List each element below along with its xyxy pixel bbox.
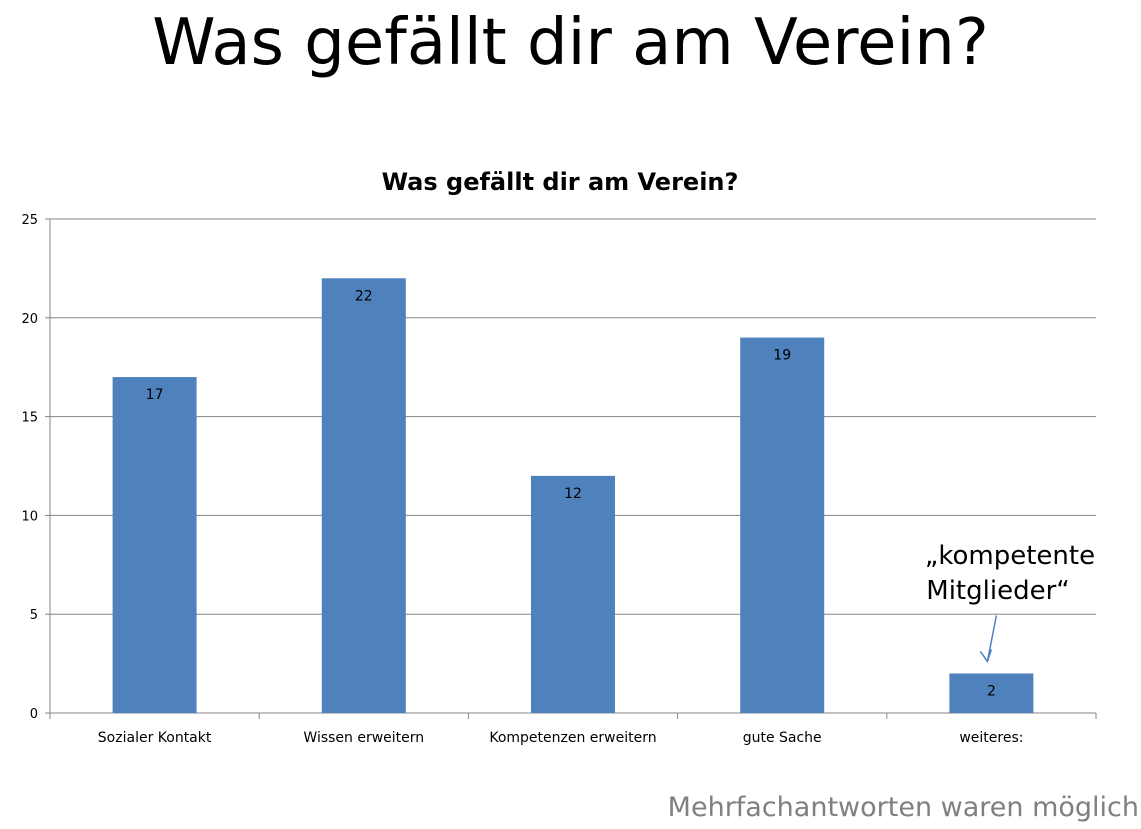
annotation-line-1: „kompetente [925, 541, 1095, 571]
category-label: Sozialer Kontakt [98, 730, 212, 746]
footnote: Mehrfachantworten waren möglich [667, 792, 1139, 823]
category-label: gute Sache [743, 730, 822, 746]
slide-title: Was gefällt dir am Verein? [152, 6, 989, 80]
bar-chart: Was gefällt dir am Verein? 0 5 10 15 20 25 17 S… [21, 168, 1097, 746]
y-tick-label: 20 [21, 312, 38, 327]
y-tick-label: 0 [30, 707, 38, 722]
gridlines [50, 218, 1096, 615]
data-label: 22 [355, 288, 373, 304]
annotation: „kompetente Mitglieder“ [925, 541, 1095, 664]
annotation-arrow [986, 615, 998, 662]
bar-2 [321, 278, 406, 713]
bar-5 [949, 673, 1034, 713]
category-label: Kompetenzen erweitern [489, 730, 656, 746]
bar-4 [740, 337, 825, 713]
bar-1 [112, 377, 197, 713]
y-tick-label: 10 [21, 509, 38, 524]
category-label: weiteres: [959, 730, 1023, 746]
bar-3 [531, 475, 615, 713]
y-tick-label: 15 [21, 411, 38, 426]
data-label: 19 [773, 348, 791, 364]
annotation-line-2: Mitglieder“ [926, 576, 1069, 606]
data-label: 12 [564, 486, 582, 502]
data-label: 17 [146, 387, 164, 403]
labels: 0 5 10 15 20 25 17 Sozialer Kontakt 22 Wissen erw… [21, 213, 1023, 746]
y-tick-label: 5 [30, 608, 38, 623]
data-label: 2 [987, 683, 996, 699]
bars [112, 278, 1034, 713]
y-tick-label: 25 [21, 213, 38, 228]
annotation-arrowhead [979, 649, 993, 664]
chart-title: Was gefällt dir am Verein? [382, 168, 739, 196]
category-label: Wissen erweitern [303, 730, 424, 746]
